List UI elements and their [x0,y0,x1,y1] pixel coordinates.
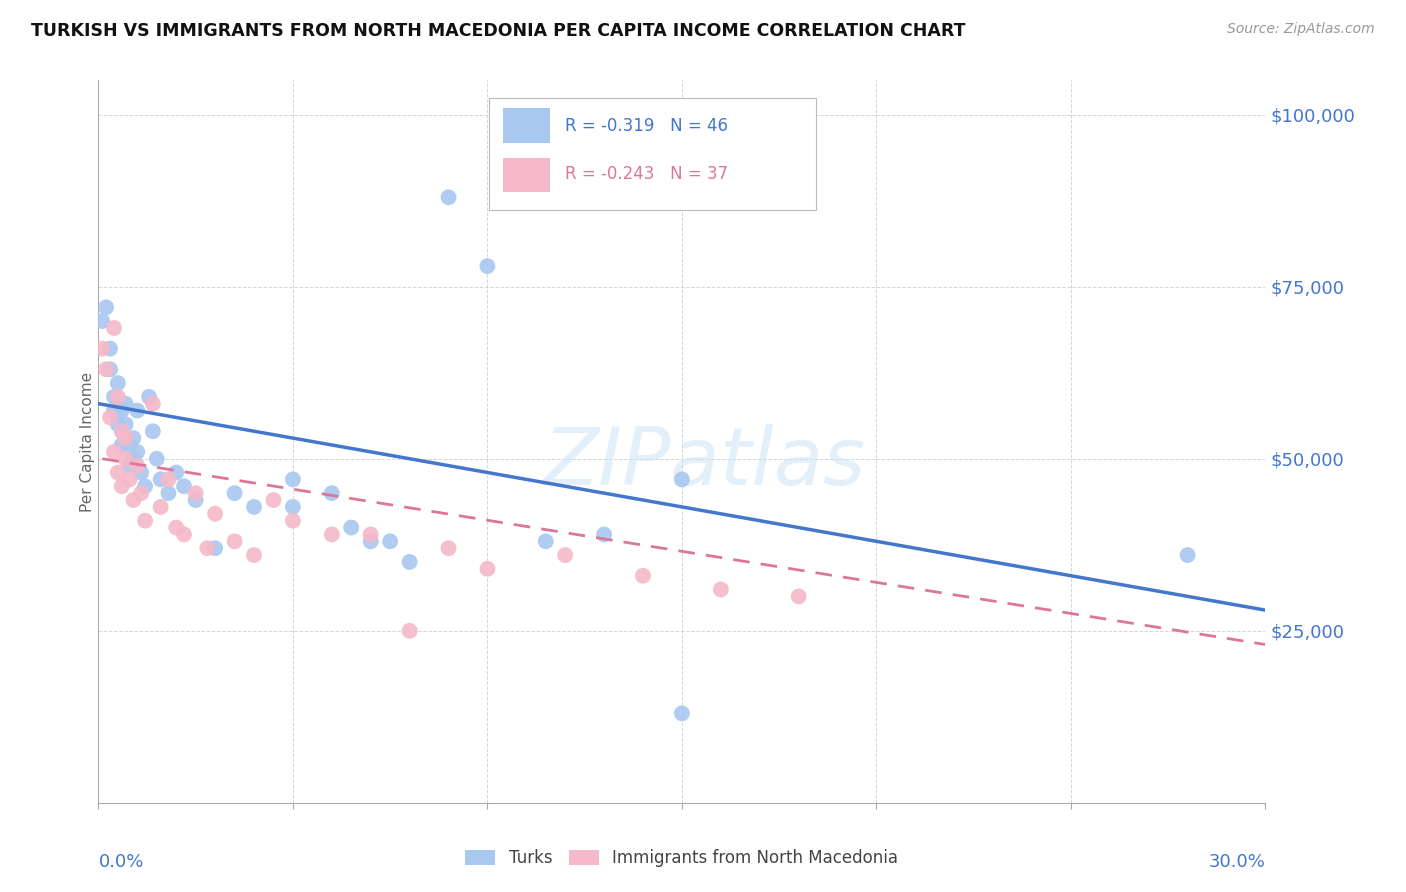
Point [103,390,125,404]
Point [107,466,129,480]
Point [787,590,810,604]
Point [98,362,121,376]
Point [122,431,145,445]
Point [437,190,460,204]
Point [127,445,149,459]
Point [103,321,125,335]
Point [107,417,129,432]
Point [98,410,121,425]
Point [111,438,134,452]
Point [107,376,129,390]
Point [111,403,134,417]
Point [129,466,152,480]
Text: R = -0.243   N = 37: R = -0.243 N = 37 [565,165,728,183]
Point [380,534,402,549]
Text: Source: ZipAtlas.com: Source: ZipAtlas.com [1227,22,1375,37]
Point [534,534,557,549]
Point [398,624,420,638]
Point [1177,548,1199,562]
Point [398,555,420,569]
Point [671,706,693,721]
FancyBboxPatch shape [503,158,550,193]
Text: 0.0%: 0.0% [98,854,143,871]
Point [134,514,156,528]
Point [103,403,125,417]
Point [142,424,165,438]
Text: R = -0.319   N = 46: R = -0.319 N = 46 [565,117,728,135]
Text: 30.0%: 30.0% [1209,854,1265,871]
Point [184,486,207,500]
Point [114,397,136,411]
Point [360,527,382,541]
Point [262,493,284,508]
Point [173,479,195,493]
Point [96,362,118,376]
Point [114,431,136,445]
Point [281,472,304,486]
Point [195,541,218,556]
Point [710,582,733,597]
Text: TURKISH VS IMMIGRANTS FROM NORTH MACEDONIA PER CAPITA INCOME CORRELATION CHART: TURKISH VS IMMIGRANTS FROM NORTH MACEDON… [31,22,966,40]
Point [243,500,266,514]
Point [224,534,246,549]
Point [111,479,134,493]
Point [204,541,226,556]
Point [107,390,129,404]
Point [631,568,654,582]
Point [224,486,246,500]
Point [134,479,156,493]
Point [114,417,136,432]
Point [281,514,304,528]
Point [157,472,180,486]
Point [165,466,187,480]
Point [142,397,165,411]
Point [243,548,266,562]
Point [118,438,141,452]
Point [114,451,136,466]
Point [360,534,382,549]
Point [281,500,304,514]
Point [157,486,180,500]
Point [127,458,149,473]
Point [118,458,141,473]
Point [321,486,343,500]
Text: ZIPatlas: ZIPatlas [544,425,866,502]
Point [122,493,145,508]
Point [103,445,125,459]
Point [91,342,114,356]
Point [149,472,172,486]
Point [671,472,693,486]
Point [149,500,172,514]
Point [340,520,363,534]
Point [321,527,343,541]
Point [593,527,616,541]
Point [184,493,207,508]
Point [165,520,187,534]
Point [477,562,499,576]
Point [129,486,152,500]
Point [118,472,141,486]
Point [554,548,576,562]
Point [91,314,114,328]
Point [146,451,169,466]
Point [437,541,460,556]
Legend: Turks, Immigrants from North Macedonia: Turks, Immigrants from North Macedonia [458,843,905,874]
FancyBboxPatch shape [489,98,815,211]
Point [111,424,134,438]
Point [96,301,118,315]
Point [138,390,160,404]
Point [127,403,149,417]
Point [122,451,145,466]
Y-axis label: Per Capita Income: Per Capita Income [80,371,94,512]
Point [173,527,195,541]
Point [477,259,499,273]
Point [204,507,226,521]
Point [98,342,121,356]
Point [111,424,134,438]
FancyBboxPatch shape [503,109,550,143]
